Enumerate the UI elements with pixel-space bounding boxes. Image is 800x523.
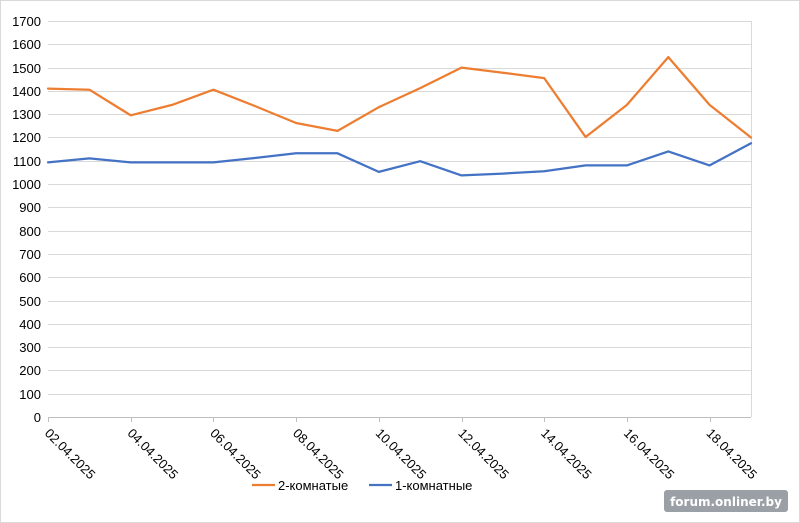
y-tick-label: 300	[19, 340, 41, 355]
y-tick-label: 500	[19, 294, 41, 309]
y-tick-label: 1600	[12, 37, 41, 52]
watermark: forum.onliner.by	[664, 490, 788, 512]
series-line-2	[46, 142, 753, 177]
y-axis-tick-labels: 0 100 200 300 400 500 600 700 800 900 1000 1100 1200…	[12, 14, 41, 425]
y-tick-label: 1500	[12, 61, 41, 76]
y-tick-label: 900	[19, 200, 41, 215]
legend: 2-комнатые 1-комнатные	[252, 478, 472, 493]
y-tick-label: 800	[19, 224, 41, 239]
legend-label: 1-комнатные	[395, 478, 472, 493]
watermark-text: forum.onliner.by	[670, 495, 782, 509]
y-tick-label: 1700	[12, 14, 41, 29]
gridlines	[48, 21, 751, 395]
axes	[48, 21, 752, 422]
legend-label: 2-комнатые	[278, 478, 348, 493]
y-tick-label: 1100	[13, 154, 41, 169]
y-tick-label: 1300	[12, 107, 41, 122]
y-tick-label: 1200	[12, 130, 41, 145]
y-tick-label: 600	[19, 270, 41, 285]
y-tick-label: 0	[34, 410, 41, 425]
y-tick-label: 100	[19, 387, 41, 402]
y-tick-label: 400	[19, 317, 41, 332]
y-tick-label: 700	[19, 247, 41, 262]
y-tick-label: 1000	[12, 177, 41, 192]
series-line-1	[46, 55, 753, 139]
series-lines	[46, 55, 753, 177]
y-tick-label: 200	[19, 363, 41, 378]
watermark-background	[664, 490, 788, 512]
y-tick-label: 1400	[12, 84, 41, 99]
